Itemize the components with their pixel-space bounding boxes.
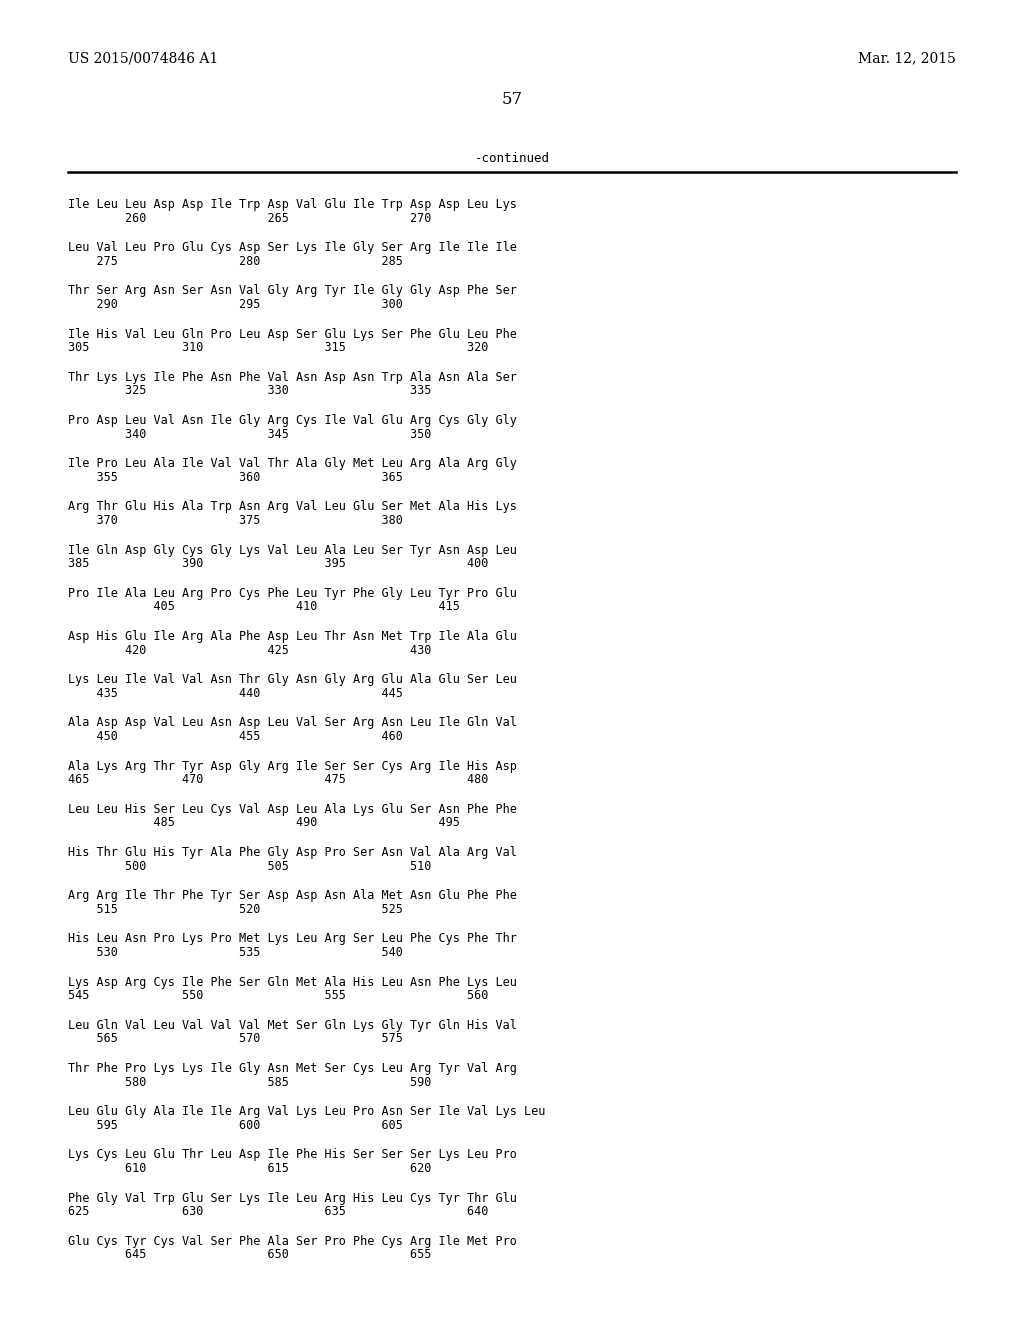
Text: His Thr Glu His Tyr Ala Phe Gly Asp Pro Ser Asn Val Ala Arg Val: His Thr Glu His Tyr Ala Phe Gly Asp Pro … bbox=[68, 846, 517, 859]
Text: 385             390                 395                 400: 385 390 395 400 bbox=[68, 557, 488, 570]
Text: 485                 490                 495: 485 490 495 bbox=[68, 816, 460, 829]
Text: 420                 425                 430: 420 425 430 bbox=[68, 644, 431, 656]
Text: Ala Lys Arg Thr Tyr Asp Gly Arg Ile Ser Ser Cys Arg Ile His Asp: Ala Lys Arg Thr Tyr Asp Gly Arg Ile Ser … bbox=[68, 759, 517, 772]
Text: Ile Pro Leu Ala Ile Val Val Thr Ala Gly Met Leu Arg Ala Arg Gly: Ile Pro Leu Ala Ile Val Val Thr Ala Gly … bbox=[68, 457, 517, 470]
Text: Lys Cys Leu Glu Thr Leu Asp Ile Phe His Ser Ser Ser Lys Leu Pro: Lys Cys Leu Glu Thr Leu Asp Ile Phe His … bbox=[68, 1148, 517, 1162]
Text: Glu Cys Tyr Cys Val Ser Phe Ala Ser Pro Phe Cys Arg Ile Met Pro: Glu Cys Tyr Cys Val Ser Phe Ala Ser Pro … bbox=[68, 1234, 517, 1247]
Text: 580                 585                 590: 580 585 590 bbox=[68, 1076, 431, 1089]
Text: Ile Gln Asp Gly Cys Gly Lys Val Leu Ala Leu Ser Tyr Asn Asp Leu: Ile Gln Asp Gly Cys Gly Lys Val Leu Ala … bbox=[68, 544, 517, 557]
Text: 545             550                 555                 560: 545 550 555 560 bbox=[68, 989, 488, 1002]
Text: Thr Ser Arg Asn Ser Asn Val Gly Arg Tyr Ile Gly Gly Asp Phe Ser: Thr Ser Arg Asn Ser Asn Val Gly Arg Tyr … bbox=[68, 284, 517, 297]
Text: 260                 265                 270: 260 265 270 bbox=[68, 211, 431, 224]
Text: -continued: -continued bbox=[474, 152, 550, 165]
Text: 57: 57 bbox=[502, 91, 522, 108]
Text: 465             470                 475                 480: 465 470 475 480 bbox=[68, 774, 488, 787]
Text: Lys Asp Arg Cys Ile Phe Ser Gln Met Ala His Leu Asn Phe Lys Leu: Lys Asp Arg Cys Ile Phe Ser Gln Met Ala … bbox=[68, 975, 517, 989]
Text: 325                 330                 335: 325 330 335 bbox=[68, 384, 431, 397]
Text: 450                 455                 460: 450 455 460 bbox=[68, 730, 402, 743]
Text: Leu Glu Gly Ala Ile Ile Arg Val Lys Leu Pro Asn Ser Ile Val Lys Leu: Leu Glu Gly Ala Ile Ile Arg Val Lys Leu … bbox=[68, 1105, 546, 1118]
Text: 275                 280                 285: 275 280 285 bbox=[68, 255, 402, 268]
Text: 610                 615                 620: 610 615 620 bbox=[68, 1162, 431, 1175]
Text: 305             310                 315                 320: 305 310 315 320 bbox=[68, 341, 488, 354]
Text: Thr Lys Lys Ile Phe Asn Phe Val Asn Asp Asn Trp Ala Asn Ala Ser: Thr Lys Lys Ile Phe Asn Phe Val Asn Asp … bbox=[68, 371, 517, 384]
Text: 435                 440                 445: 435 440 445 bbox=[68, 686, 402, 700]
Text: 515                 520                 525: 515 520 525 bbox=[68, 903, 402, 916]
Text: 370                 375                 380: 370 375 380 bbox=[68, 513, 402, 527]
Text: 645                 650                 655: 645 650 655 bbox=[68, 1249, 431, 1262]
Text: 530                 535                 540: 530 535 540 bbox=[68, 946, 402, 958]
Text: Thr Phe Pro Lys Lys Ile Gly Asn Met Ser Cys Leu Arg Tyr Val Arg: Thr Phe Pro Lys Lys Ile Gly Asn Met Ser … bbox=[68, 1063, 517, 1074]
Text: Leu Val Leu Pro Glu Cys Asp Ser Lys Ile Gly Ser Arg Ile Ile Ile: Leu Val Leu Pro Glu Cys Asp Ser Lys Ile … bbox=[68, 242, 517, 255]
Text: 500                 505                 510: 500 505 510 bbox=[68, 859, 431, 873]
Text: Leu Leu His Ser Leu Cys Val Asp Leu Ala Lys Glu Ser Asn Phe Phe: Leu Leu His Ser Leu Cys Val Asp Leu Ala … bbox=[68, 803, 517, 816]
Text: 595                 600                 605: 595 600 605 bbox=[68, 1119, 402, 1131]
Text: US 2015/0074846 A1: US 2015/0074846 A1 bbox=[68, 51, 218, 65]
Text: 405                 410                 415: 405 410 415 bbox=[68, 601, 460, 614]
Text: 290                 295                 300: 290 295 300 bbox=[68, 298, 402, 312]
Text: Mar. 12, 2015: Mar. 12, 2015 bbox=[858, 51, 956, 65]
Text: His Leu Asn Pro Lys Pro Met Lys Leu Arg Ser Leu Phe Cys Phe Thr: His Leu Asn Pro Lys Pro Met Lys Leu Arg … bbox=[68, 932, 517, 945]
Text: Pro Asp Leu Val Asn Ile Gly Arg Cys Ile Val Glu Arg Cys Gly Gly: Pro Asp Leu Val Asn Ile Gly Arg Cys Ile … bbox=[68, 414, 517, 426]
Text: Phe Gly Val Trp Glu Ser Lys Ile Leu Arg His Leu Cys Tyr Thr Glu: Phe Gly Val Trp Glu Ser Lys Ile Leu Arg … bbox=[68, 1192, 517, 1205]
Text: Arg Thr Glu His Ala Trp Asn Arg Val Leu Glu Ser Met Ala His Lys: Arg Thr Glu His Ala Trp Asn Arg Val Leu … bbox=[68, 500, 517, 513]
Text: Ala Asp Asp Val Leu Asn Asp Leu Val Ser Arg Asn Leu Ile Gln Val: Ala Asp Asp Val Leu Asn Asp Leu Val Ser … bbox=[68, 717, 517, 730]
Text: Arg Arg Ile Thr Phe Tyr Ser Asp Asp Asn Ala Met Asn Glu Phe Phe: Arg Arg Ile Thr Phe Tyr Ser Asp Asp Asn … bbox=[68, 890, 517, 902]
Text: 355                 360                 365: 355 360 365 bbox=[68, 471, 402, 483]
Text: Ile Leu Leu Asp Asp Ile Trp Asp Val Glu Ile Trp Asp Asp Leu Lys: Ile Leu Leu Asp Asp Ile Trp Asp Val Glu … bbox=[68, 198, 517, 211]
Text: Lys Leu Ile Val Val Asn Thr Gly Asn Gly Arg Glu Ala Glu Ser Leu: Lys Leu Ile Val Val Asn Thr Gly Asn Gly … bbox=[68, 673, 517, 686]
Text: 625             630                 635                 640: 625 630 635 640 bbox=[68, 1205, 488, 1218]
Text: Pro Ile Ala Leu Arg Pro Cys Phe Leu Tyr Phe Gly Leu Tyr Pro Glu: Pro Ile Ala Leu Arg Pro Cys Phe Leu Tyr … bbox=[68, 587, 517, 599]
Text: Ile His Val Leu Gln Pro Leu Asp Ser Glu Lys Ser Phe Glu Leu Phe: Ile His Val Leu Gln Pro Leu Asp Ser Glu … bbox=[68, 327, 517, 341]
Text: Leu Gln Val Leu Val Val Val Met Ser Gln Lys Gly Tyr Gln His Val: Leu Gln Val Leu Val Val Val Met Ser Gln … bbox=[68, 1019, 517, 1032]
Text: 565                 570                 575: 565 570 575 bbox=[68, 1032, 402, 1045]
Text: 340                 345                 350: 340 345 350 bbox=[68, 428, 431, 441]
Text: Asp His Glu Ile Arg Ala Phe Asp Leu Thr Asn Met Trp Ile Ala Glu: Asp His Glu Ile Arg Ala Phe Asp Leu Thr … bbox=[68, 630, 517, 643]
